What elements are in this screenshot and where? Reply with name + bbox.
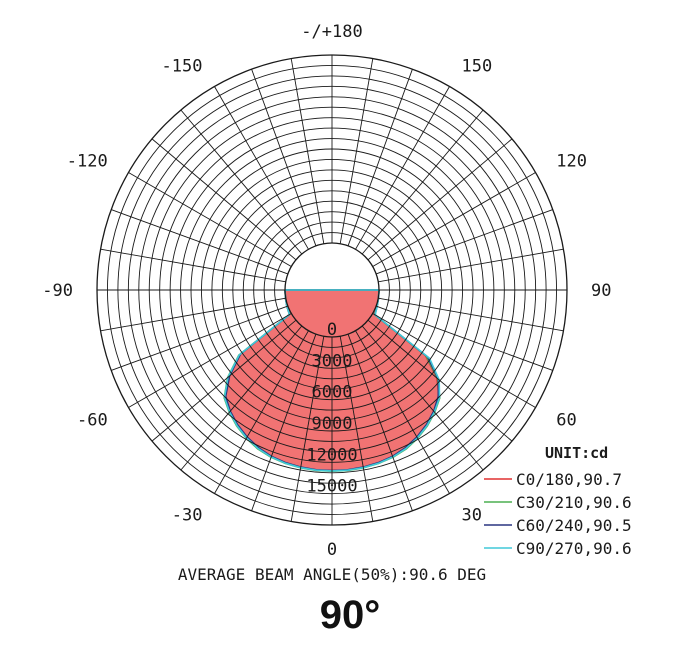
grid-spoke	[251, 69, 317, 246]
beam-angle-footer: AVERAGE BEAM ANGLE(50%):90.6 DEG	[178, 565, 486, 584]
grid-spoke	[100, 297, 286, 332]
grid-spoke	[151, 138, 297, 261]
grid-spoke	[376, 305, 553, 371]
angle-tick-label: 0	[327, 540, 337, 560]
angle-tick-label: 150	[462, 57, 493, 77]
angle-tick-label: -/+180	[301, 22, 362, 42]
angle-tick-label: -30	[172, 505, 203, 525]
grid-spoke	[128, 313, 292, 408]
grid-spoke	[376, 209, 553, 275]
grid-spoke	[290, 58, 325, 244]
legend-entry-0: C0/180,90.7	[516, 470, 622, 489]
radial-tick-label: 15000	[306, 477, 357, 497]
angle-tick-label: -150	[162, 57, 203, 77]
legend-entry-1: C30/210,90.6	[516, 493, 632, 512]
angle-tick-label: 90	[591, 281, 611, 301]
grid-spoke	[111, 305, 288, 371]
grid-spoke	[339, 336, 374, 522]
radial-tick-label: 12000	[306, 445, 357, 465]
angle-tick-label: 30	[462, 505, 482, 525]
grid-spoke	[111, 209, 288, 275]
radial-tick-label: 0	[327, 320, 337, 340]
grid-spoke	[128, 172, 292, 267]
grid-spoke	[367, 319, 513, 442]
grid-spoke	[367, 138, 513, 261]
grid-spoke	[347, 69, 413, 246]
legend: UNIT:cd C0/180,90.7 C30/210,90.6 C60/240,9…	[484, 444, 632, 558]
radial-tick-label: 9000	[312, 414, 353, 434]
grid-spoke	[347, 334, 413, 511]
radial-tick-label: 6000	[312, 383, 353, 403]
grid-spoke	[361, 325, 484, 471]
grid-spoke	[339, 58, 374, 244]
angle-tick-label: -90	[42, 281, 73, 301]
grid-spoke	[361, 109, 484, 255]
grid-spoke	[355, 86, 450, 250]
grid-spoke	[251, 334, 317, 511]
grid-spoke	[378, 297, 564, 332]
grid-spoke	[180, 325, 303, 471]
grid-spoke	[372, 313, 536, 408]
legend-unit-label: UNIT:cd	[545, 444, 608, 462]
grid-spoke	[214, 330, 309, 494]
angle-tick-label: -60	[77, 411, 108, 431]
angle-tick-label: 120	[556, 152, 587, 172]
grid-spoke	[100, 248, 286, 283]
legend-items: C0/180,90.7 C30/210,90.6 C60/240,90.5 C90/2…	[484, 470, 632, 558]
label-layer: -/+180 150 120 90 60 30 0 -30 -60 -90 -120 -150 0 300…	[42, 22, 611, 560]
series-curve-3	[223, 289, 441, 472]
grid-spoke	[378, 248, 564, 283]
grid-spoke	[355, 330, 450, 494]
legend-entry-2: C60/240,90.5	[516, 516, 632, 535]
grid-spoke	[180, 109, 303, 255]
grid-spoke	[151, 319, 297, 442]
polar-grid	[96, 54, 568, 526]
legend-entry-3: C90/270,90.6	[516, 539, 632, 558]
angle-tick-label: -120	[67, 152, 108, 172]
radial-tick-label: 3000	[312, 351, 353, 371]
grid-spoke	[290, 336, 325, 522]
grid-spoke	[214, 86, 309, 250]
beam-angle-title: 90°	[320, 593, 381, 637]
angle-tick-label: 60	[556, 411, 576, 431]
grid-spoke	[372, 172, 536, 267]
